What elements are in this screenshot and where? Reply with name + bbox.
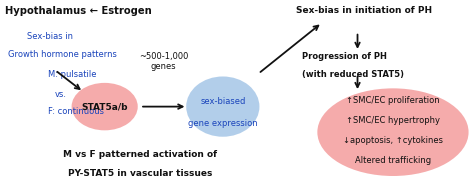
Text: sex-biased: sex-biased	[200, 97, 246, 106]
Text: PY-STAT5 in vascular tissues: PY-STAT5 in vascular tissues	[68, 169, 212, 178]
Text: Sex-bias in initiation of PH: Sex-bias in initiation of PH	[296, 6, 432, 15]
Text: ↑SMC/EC proliferation: ↑SMC/EC proliferation	[346, 96, 440, 105]
Text: vs.: vs.	[55, 90, 67, 99]
Text: ↑SMC/EC hypertrophy: ↑SMC/EC hypertrophy	[346, 116, 440, 125]
Text: STAT5a/b: STAT5a/b	[82, 102, 128, 111]
Text: Sex-bias in: Sex-bias in	[27, 32, 73, 41]
Ellipse shape	[318, 88, 469, 176]
Text: M vs F patterned activation of: M vs F patterned activation of	[63, 151, 217, 159]
Ellipse shape	[186, 77, 259, 137]
Text: Growth hormone patterns: Growth hormone patterns	[8, 50, 117, 59]
Text: F: continuous: F: continuous	[48, 107, 104, 116]
Text: ↓apoptosis, ↑cytokines: ↓apoptosis, ↑cytokines	[343, 136, 443, 145]
Text: (with reduced STAT5): (with reduced STAT5)	[302, 70, 404, 79]
Text: gene expression: gene expression	[188, 118, 258, 128]
Text: ~500-1,000
genes: ~500-1,000 genes	[139, 52, 189, 71]
Text: Hypothalamus ← Estrogen: Hypothalamus ← Estrogen	[5, 6, 152, 16]
Text: M: pulsatile: M: pulsatile	[48, 70, 96, 79]
Text: Progression of PH: Progression of PH	[302, 52, 387, 61]
Text: Altered trafficking: Altered trafficking	[355, 156, 431, 165]
Ellipse shape	[72, 83, 138, 130]
